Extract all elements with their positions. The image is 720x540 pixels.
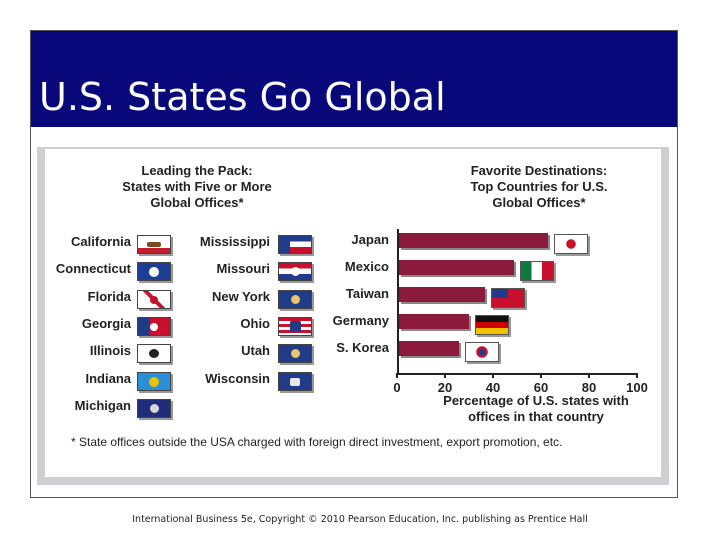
chart-heading: Favorite Destinations: Top Countries for… [449,163,629,211]
illinois-flag-icon [137,344,171,363]
new-york-flag-emblem [291,295,300,304]
connecticut-flag-icon [137,262,171,281]
japan-flag-icon [553,234,588,254]
x-tick-label: 20 [437,380,453,395]
slide-title: U.S. States Go Global [39,75,446,119]
x-tick-label: 40 [485,380,501,395]
wisconsin-flag-emblem [290,378,300,386]
y-axis-line [397,229,399,375]
south-korea-flag-icon [465,342,499,362]
states-heading-line: Global Offices* [150,195,244,210]
slide-frame: U.S. States Go Global Leading the Pack: … [30,30,678,498]
chart-title-line: Global Offices* [492,195,586,210]
illinois-flag-emblem [149,349,159,358]
mississippi-flag-emblem [293,243,297,247]
missouri-flag-emblem [291,267,300,276]
california-flag-icon [137,235,171,254]
x-tick-label: 80 [581,380,597,395]
new-york-flag-icon [278,290,312,309]
state-name: California [71,234,131,249]
states-heading-line: States with Five or More [122,179,272,194]
mexico-flag-icon [520,261,555,281]
indiana-flag-icon [137,372,171,391]
country-bar [399,341,459,356]
state-name: Mississippi [199,234,270,249]
state-name: New York [211,289,270,304]
chart-x-axis-label: Percentage of U.S. states with offices i… [421,393,651,425]
state-name: Utah [241,343,270,358]
michigan-flag-icon [137,399,171,418]
country-label: S. Korea [336,340,389,355]
states-heading-line: Leading the Pack: [141,163,253,178]
x-axis-tick [492,373,494,378]
indiana-flag-emblem [149,377,159,387]
state-name: Georgia [81,316,131,331]
ohio-flag-emblem [290,321,301,332]
germany-flag-icon [474,315,509,335]
x-axis-line [397,373,637,375]
wisconsin-flag-icon [278,372,312,391]
connecticut-flag-emblem [149,267,159,277]
country-bar [399,287,486,302]
state-name: Florida [87,289,131,304]
utah-flag-emblem [291,349,300,358]
florida-flag-icon [137,290,171,309]
country-label: Taiwan [345,286,389,301]
georgia-flag-emblem [150,323,158,331]
taiwan-flag-icon [491,288,526,308]
country-label: Japan [351,232,389,247]
missouri-flag-icon [278,262,312,281]
x-axis-label-line: Percentage of U.S. states with [443,393,629,408]
state-name: Missouri [216,261,270,276]
footnote: * State offices outside the USA charged … [71,435,563,449]
x-axis-label-line: offices in that country [468,409,604,424]
chart-title-line: Top Countries for U.S. [470,179,608,194]
utah-flag-icon [278,344,312,363]
x-axis-tick [588,373,590,378]
state-name: Michigan [74,398,131,413]
x-tick-label: 0 [393,380,401,395]
california-flag-emblem [147,242,161,247]
x-axis-tick [540,373,542,378]
state-name: Connecticut [55,261,131,276]
country-bar [399,233,548,248]
figure-area: Leading the Pack: States with Five or Mo… [37,147,669,485]
georgia-flag-icon [137,317,171,336]
michigan-flag-emblem [150,404,159,413]
copyright-footer: International Business 5e, Copyright © 2… [132,514,588,525]
x-tick-label: 60 [533,380,549,395]
state-name: Illinois [89,343,131,358]
state-name: Wisconsin [205,371,270,386]
states-heading: Leading the Pack: States with Five or Mo… [97,163,297,211]
figure-panel: Leading the Pack: States with Five or Mo… [45,149,661,477]
title-band: U.S. States Go Global [31,31,677,127]
florida-flag-emblem [150,296,158,304]
state-name: Indiana [85,371,131,386]
x-tick-label: 100 [626,380,648,395]
x-axis-tick [636,373,638,378]
country-bar [399,260,515,275]
mississippi-flag-icon [278,235,312,254]
state-name: Ohio [240,316,270,331]
chart-title-line: Favorite Destinations: [470,163,608,178]
x-axis-tick [444,373,446,378]
ohio-flag-icon [278,317,312,336]
x-axis-tick [396,373,398,378]
country-label: Germany [332,313,389,328]
country-label: Mexico [344,259,389,274]
country-bar [399,314,469,329]
